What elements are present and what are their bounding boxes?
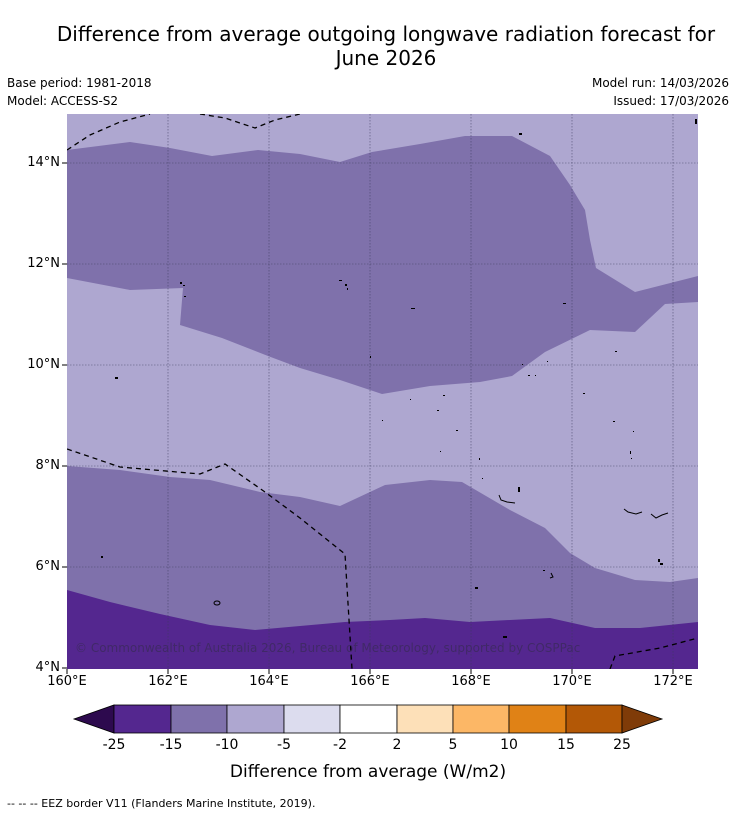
band-medium-north <box>67 136 698 394</box>
base-period: Base period: 1981-2018 <box>7 76 152 90</box>
cb-swatch-4 <box>283 704 341 734</box>
cb-swatch-3 <box>226 704 285 734</box>
cb-swatch-9 <box>565 704 623 734</box>
cb-label-10: 10 <box>500 737 518 753</box>
model-run: Model run: 14/03/2026 <box>591 76 729 90</box>
lon-tick-162e: 162°E <box>148 674 188 689</box>
tick-marks <box>62 162 674 674</box>
band-dark-south <box>67 590 698 669</box>
lon-gridlines <box>167 114 674 669</box>
title-line-1: Difference from average outgoing longwav… <box>56 22 716 46</box>
issued-date: Issued: 17/03/2026 <box>613 94 729 108</box>
model-name: Model: ACCESS-S2 <box>7 94 119 108</box>
lon-tick-160e: 160°E <box>47 674 87 689</box>
lat-tick-10n: 10°N <box>27 357 60 372</box>
lat-tick-8n: 8°N <box>35 458 61 473</box>
cb-arrow-high <box>621 704 664 734</box>
colorbar-title: Difference from average (W/m2) <box>229 762 507 782</box>
lon-tick-166e: 166°E <box>350 674 390 689</box>
map-plot-area <box>67 114 698 669</box>
cb-label-minus2: -2 <box>333 737 347 753</box>
cb-label-minus10: -10 <box>215 737 239 753</box>
band-medium-south <box>67 466 698 669</box>
colorbar <box>72 704 664 734</box>
lon-tick-164e: 164°E <box>249 674 289 689</box>
lon-tick-168e: 168°E <box>451 674 491 689</box>
eez-borders <box>67 114 698 669</box>
cb-swatch-2 <box>170 704 228 734</box>
cb-swatch-8 <box>508 704 567 734</box>
copyright-notice: © Commonwealth of Australia 2026, Bureau… <box>75 641 581 655</box>
lat-tick-12n: 12°N <box>27 256 60 271</box>
cb-label-minus15: -15 <box>159 737 183 753</box>
cb-swatch-7 <box>452 704 510 734</box>
island-outlines <box>213 494 669 606</box>
lon-tick-170e: 170°E <box>552 674 592 689</box>
cb-label-minus5: -5 <box>277 737 291 753</box>
lon-tick-172e: 172°E <box>653 674 693 689</box>
lat-tick-14n: 14°N <box>27 155 60 170</box>
cb-swatch-6 <box>396 704 454 734</box>
cb-swatch-5 <box>339 704 398 734</box>
cb-swatch-1 <box>113 704 172 734</box>
lat-gridlines <box>67 162 698 568</box>
cb-label-15: 15 <box>557 737 575 753</box>
cb-label-25: 25 <box>613 737 631 753</box>
meta-right: Model run: 14/03/2026 Issued: 17/03/2026 <box>592 74 729 110</box>
cb-arrow-low <box>72 704 115 734</box>
cb-label-minus25: -25 <box>102 737 126 753</box>
lat-tick-6n: 6°N <box>35 559 61 574</box>
cb-label-2: 2 <box>392 737 402 753</box>
cb-label-5: 5 <box>448 737 458 753</box>
islands <box>101 119 697 638</box>
eez-footnote: -- -- -- EEZ border V11 (Flanders Marine… <box>7 797 316 810</box>
title-line-2: June 2026 <box>335 46 437 70</box>
meta-left: Base period: 1981-2018 Model: ACCESS-S2 <box>7 74 152 110</box>
lat-tick-4n: 4°N <box>35 660 61 675</box>
map-title: Difference from average outgoing longwav… <box>20 22 736 70</box>
